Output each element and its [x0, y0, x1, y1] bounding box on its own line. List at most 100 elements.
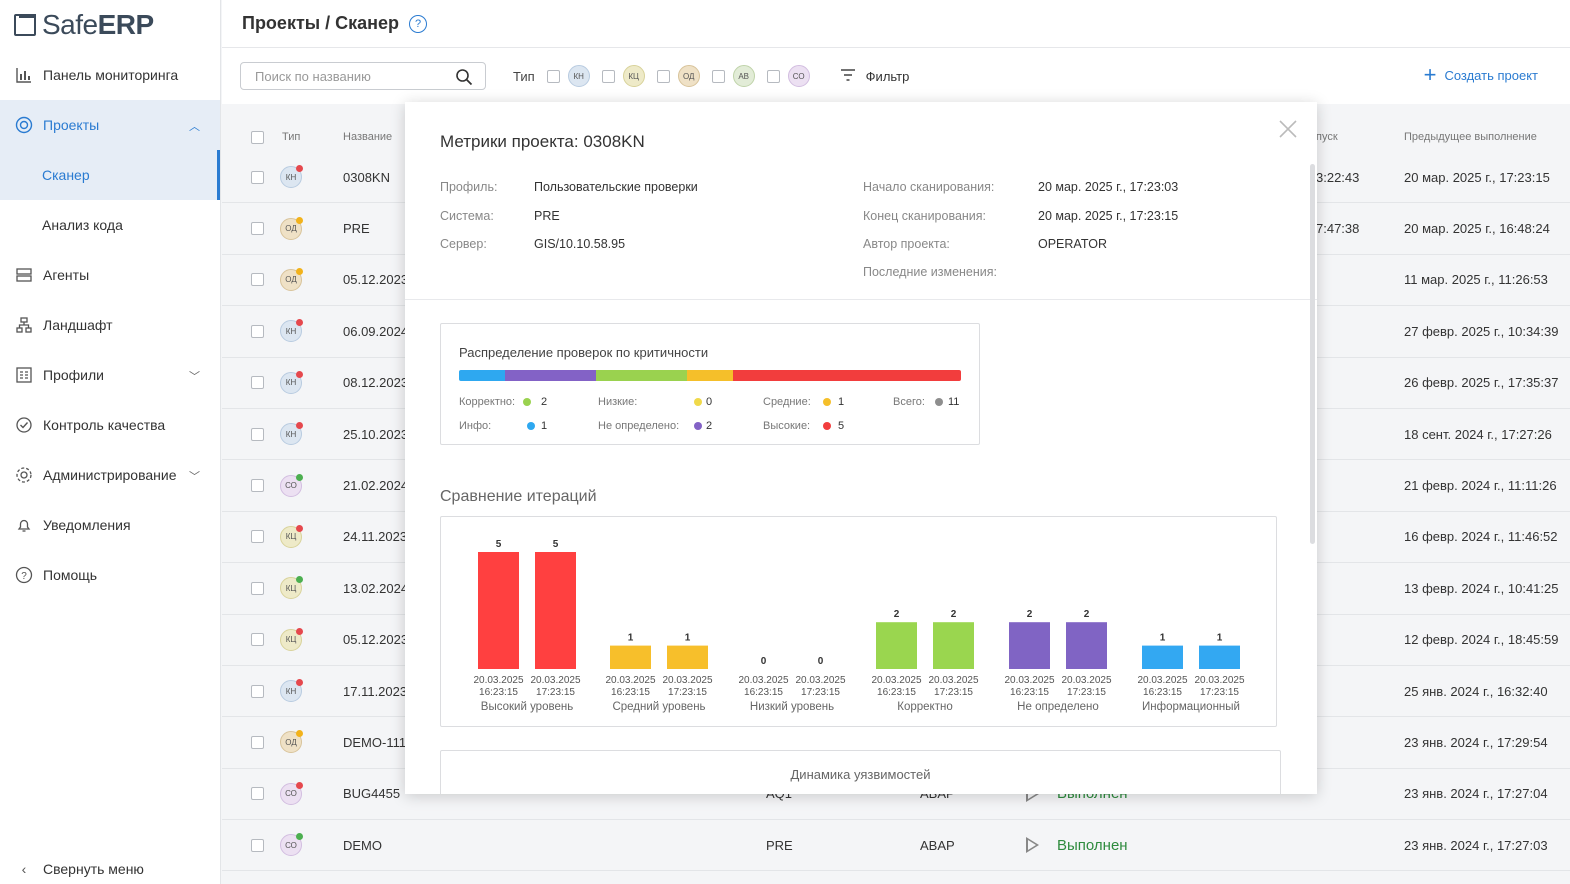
project-name[interactable]: 0308KN — [343, 169, 390, 185]
type-filter-kn[interactable]: КН — [546, 65, 590, 87]
project-name[interactable]: DEMO-111 — [343, 734, 407, 750]
legend-label: Средние: — [763, 396, 811, 408]
meta-label: Конец сканирования: — [863, 209, 987, 223]
row-checkbox[interactable] — [251, 273, 264, 287]
checkbox[interactable] — [766, 69, 780, 83]
bar-value-label: 5 — [496, 539, 502, 550]
sidebar-item-agents[interactable]: Агенты — [0, 250, 220, 300]
search-input[interactable] — [255, 68, 445, 84]
legend-item: Инфо: 1 — [459, 420, 547, 432]
severity-segment — [459, 370, 505, 381]
sidebar-item-landscape[interactable]: Ландшафт — [0, 300, 220, 350]
project-name[interactable]: 05.12.2023 — [343, 272, 409, 288]
project-metrics-modal: Метрики проекта: 0308KN Профиль: Пользов… — [405, 102, 1317, 794]
x-tick-label: 16:23:15 — [611, 687, 650, 698]
type-filter-ab[interactable]: АВ — [711, 65, 755, 87]
sidebar-item-administration[interactable]: Администрирование ﹀ — [0, 450, 220, 500]
project-name[interactable]: 21.02.2024 — [343, 478, 409, 494]
project-name[interactable]: 13.02.2024 — [343, 580, 409, 596]
column-type[interactable]: Тип — [282, 131, 301, 143]
severity-distribution-card: Распределение проверок по критичности Ко… — [440, 323, 980, 445]
type-badge: ОД — [280, 216, 303, 240]
meta-value: 20 мар. 2025 г., 17:23:15 — [1038, 209, 1179, 223]
meta-label: Профиль: — [440, 180, 498, 194]
project-name[interactable]: PRE — [343, 221, 370, 237]
status-dot — [296, 165, 303, 173]
status-dot — [296, 781, 303, 789]
project-name[interactable]: 25.10.2023 — [343, 426, 409, 442]
sidebar-item-help[interactable]: ? Помощь — [0, 550, 220, 600]
search-icon[interactable] — [455, 68, 473, 89]
sidebar-item-scanner[interactable]: Сканер — [0, 150, 220, 200]
column-previous-run[interactable]: Предыдущее выполнение — [1404, 131, 1537, 143]
type-filter-kc[interactable]: КЦ — [601, 65, 645, 87]
project-name[interactable]: 08.12.2023 — [343, 375, 409, 391]
bar-value-label: 0 — [761, 656, 767, 667]
create-project-button[interactable]: + Создать проект — [1423, 62, 1538, 87]
profile-icon — [14, 365, 34, 385]
row-checkbox[interactable] — [251, 735, 264, 749]
row-checkbox[interactable] — [251, 530, 264, 544]
sidebar-item-profiles[interactable]: Профили ﹀ — [0, 350, 220, 400]
row-checkbox[interactable] — [251, 838, 264, 852]
previous-run: 23 янв. 2024 г., 17:27:03 — [1404, 837, 1548, 853]
project-name[interactable]: 06.09.2024 — [343, 323, 409, 339]
sidebar-item-code-analysis[interactable]: Анализ кода — [42, 217, 123, 233]
column-last-run[interactable]: пуск — [1316, 131, 1338, 143]
sidebar-item-projects[interactable]: Проекты ︿ — [0, 100, 220, 150]
row-checkbox[interactable] — [251, 581, 264, 595]
play-icon[interactable] — [1026, 837, 1039, 854]
status-dot — [296, 319, 303, 327]
close-icon[interactable] — [1277, 118, 1299, 140]
row-checkbox[interactable] — [251, 684, 264, 698]
checkbox[interactable] — [656, 69, 670, 83]
column-name[interactable]: Название — [343, 131, 393, 143]
chevron-down-icon: ﹀ — [189, 371, 200, 383]
type-filter-od[interactable]: ОД — [656, 65, 700, 87]
dynamics-title: Динамика уязвимостей — [790, 767, 931, 782]
row-checkbox[interactable] — [251, 376, 264, 390]
vulnerability-dynamics-card[interactable]: Динамика уязвимостей — [440, 750, 1281, 794]
help-icon[interactable]: ? — [409, 14, 428, 33]
logo[interactable]: Safe ERP — [0, 0, 220, 50]
legend-item: Не определено: 2 — [598, 420, 712, 432]
chart-bar — [1066, 622, 1107, 669]
row-checkbox[interactable] — [251, 787, 264, 801]
row-checkbox[interactable] — [251, 479, 264, 493]
table-row[interactable]: СО DEMO PRE ABAP Выполнен 23 янв. 2024 г., 17… — [222, 820, 1570, 872]
checkbox[interactable] — [546, 69, 560, 83]
previous-run: 27 февр. 2025 г., 10:34:39 — [1404, 323, 1559, 339]
bar-value-label: 2 — [1084, 609, 1090, 620]
row-checkbox[interactable] — [251, 324, 264, 338]
bar-value-label: 1 — [628, 633, 634, 644]
legend-label: Высокие: — [763, 420, 811, 432]
project-name[interactable]: 17.11.2023 — [343, 683, 408, 699]
sidebar-item-notifications[interactable]: Уведомления — [0, 500, 220, 550]
type-badge: КН — [280, 422, 303, 446]
distribution-title: Распределение проверок по критичности — [459, 345, 709, 360]
sidebar-item-quality[interactable]: Контроль качества — [0, 400, 220, 450]
legend-label: Корректно: — [459, 396, 516, 408]
project-name[interactable]: DEMO — [343, 837, 382, 853]
status-dot — [296, 627, 303, 635]
x-tick-label: 17:23:15 — [536, 687, 575, 698]
checkbox[interactable] — [601, 69, 615, 83]
modal-scrollbar[interactable] — [1310, 164, 1315, 544]
row-checkbox[interactable] — [251, 222, 264, 236]
row-checkbox[interactable] — [251, 633, 264, 647]
project-name[interactable]: 24.11.2023 — [343, 529, 408, 545]
page-header: Проекты / Сканер ? — [222, 0, 1570, 48]
project-name[interactable]: 05.12.2023 — [343, 632, 409, 648]
category-label: Низкий уровень — [750, 701, 834, 713]
row-checkbox[interactable] — [251, 427, 264, 441]
previous-run: 11 мар. 2025 г., 11:26:53 — [1404, 272, 1548, 288]
checkbox[interactable] — [711, 69, 725, 83]
last-run: 3:22:43 — [1316, 169, 1360, 185]
select-all-checkbox[interactable] — [251, 130, 264, 144]
project-name[interactable]: BUG4455 — [343, 786, 401, 802]
sidebar-item-dashboard[interactable]: Панель мониторинга — [0, 50, 220, 100]
filter-button[interactable]: Фильтр — [840, 69, 909, 84]
type-filter-co[interactable]: СО — [766, 65, 810, 87]
row-checkbox[interactable] — [251, 170, 264, 184]
collapse-menu-button[interactable]: ‹ Свернуть меню — [0, 854, 220, 884]
